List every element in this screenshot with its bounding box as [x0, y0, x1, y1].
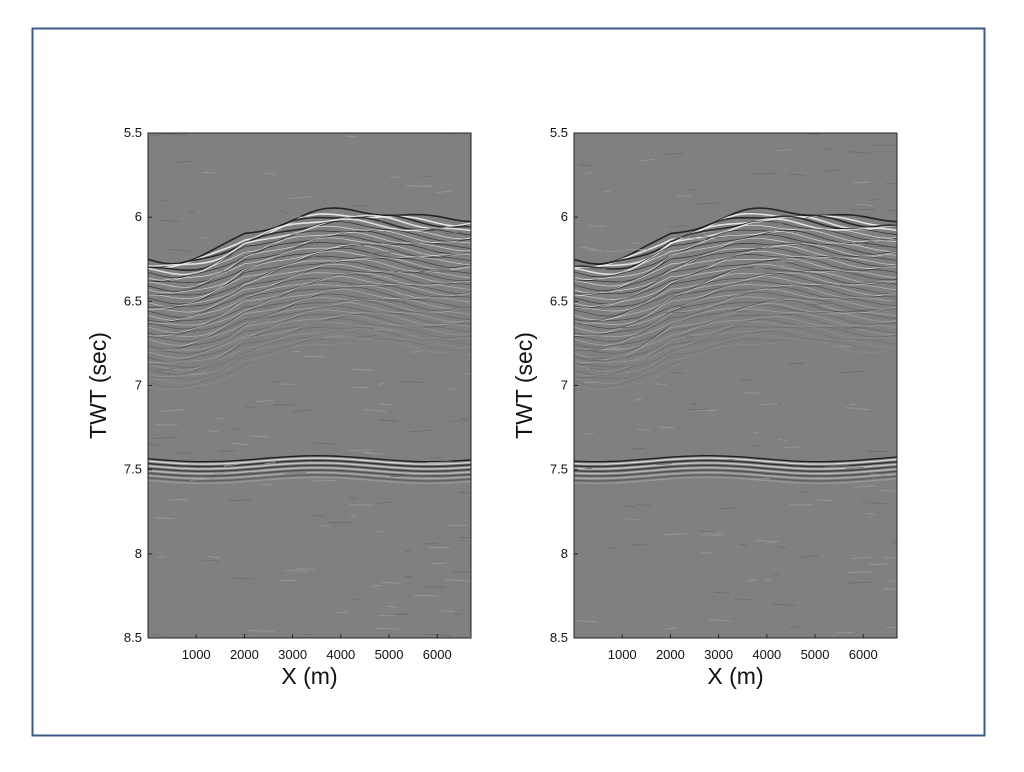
x-tick-label: 2000: [656, 647, 685, 662]
seismic-noise: [152, 635, 162, 636]
y-tick-label: 5.5: [124, 125, 142, 140]
x-tick-label: 6000: [423, 647, 452, 662]
image-background: [574, 133, 897, 638]
x-tick-label: 3000: [704, 647, 733, 662]
seismic-noise: [754, 267, 766, 268]
seismic-noise: [817, 500, 833, 501]
y-tick-label: 8.5: [124, 630, 142, 645]
seismic-noise: [753, 445, 760, 446]
seismic-noise: [249, 631, 275, 632]
seismic-noise: [843, 328, 867, 329]
y-tick-label: 6: [561, 209, 568, 224]
seismic-noise: [374, 221, 382, 222]
y-axis-label: TWT (sec): [511, 332, 537, 439]
y-tick-label: 5.5: [550, 125, 568, 140]
y-tick-label: 6.5: [550, 293, 568, 308]
x-tick-label: 5000: [801, 647, 830, 662]
x-tick-label: 1000: [182, 647, 211, 662]
seismic-noise: [744, 393, 762, 394]
y-tick-label: 8: [135, 546, 142, 561]
seismic-noise: [746, 212, 764, 213]
x-tick-label: 6000: [849, 647, 878, 662]
x-tick-label: 5000: [375, 647, 404, 662]
seismic-noise: [432, 563, 446, 564]
y-tick-label: 7.5: [550, 462, 568, 477]
y-tick-label: 7.5: [124, 462, 142, 477]
y-tick-label: 7: [135, 378, 142, 393]
x-axis-label: X (m): [281, 663, 337, 689]
seismic-noise: [251, 279, 258, 280]
y-tick-label: 6: [135, 209, 142, 224]
x-tick-label: 4000: [752, 647, 781, 662]
y-tick-label: 7: [561, 378, 568, 393]
y-tick-label: 8.5: [550, 630, 568, 645]
seismic-noise: [296, 569, 315, 570]
x-axis-label: X (m): [707, 663, 763, 689]
seismic-noise: [262, 307, 272, 308]
seismic-noise: [156, 425, 178, 426]
x-tick-label: 3000: [278, 647, 307, 662]
y-tick-label: 6.5: [124, 293, 142, 308]
x-tick-label: 1000: [608, 647, 637, 662]
image-background: [148, 133, 471, 638]
x-tick-label: 4000: [326, 647, 355, 662]
x-tick-label: 2000: [230, 647, 259, 662]
y-axis-label: TWT (sec): [85, 332, 111, 439]
y-tick-label: 8: [561, 546, 568, 561]
seismic-noise: [250, 436, 267, 437]
